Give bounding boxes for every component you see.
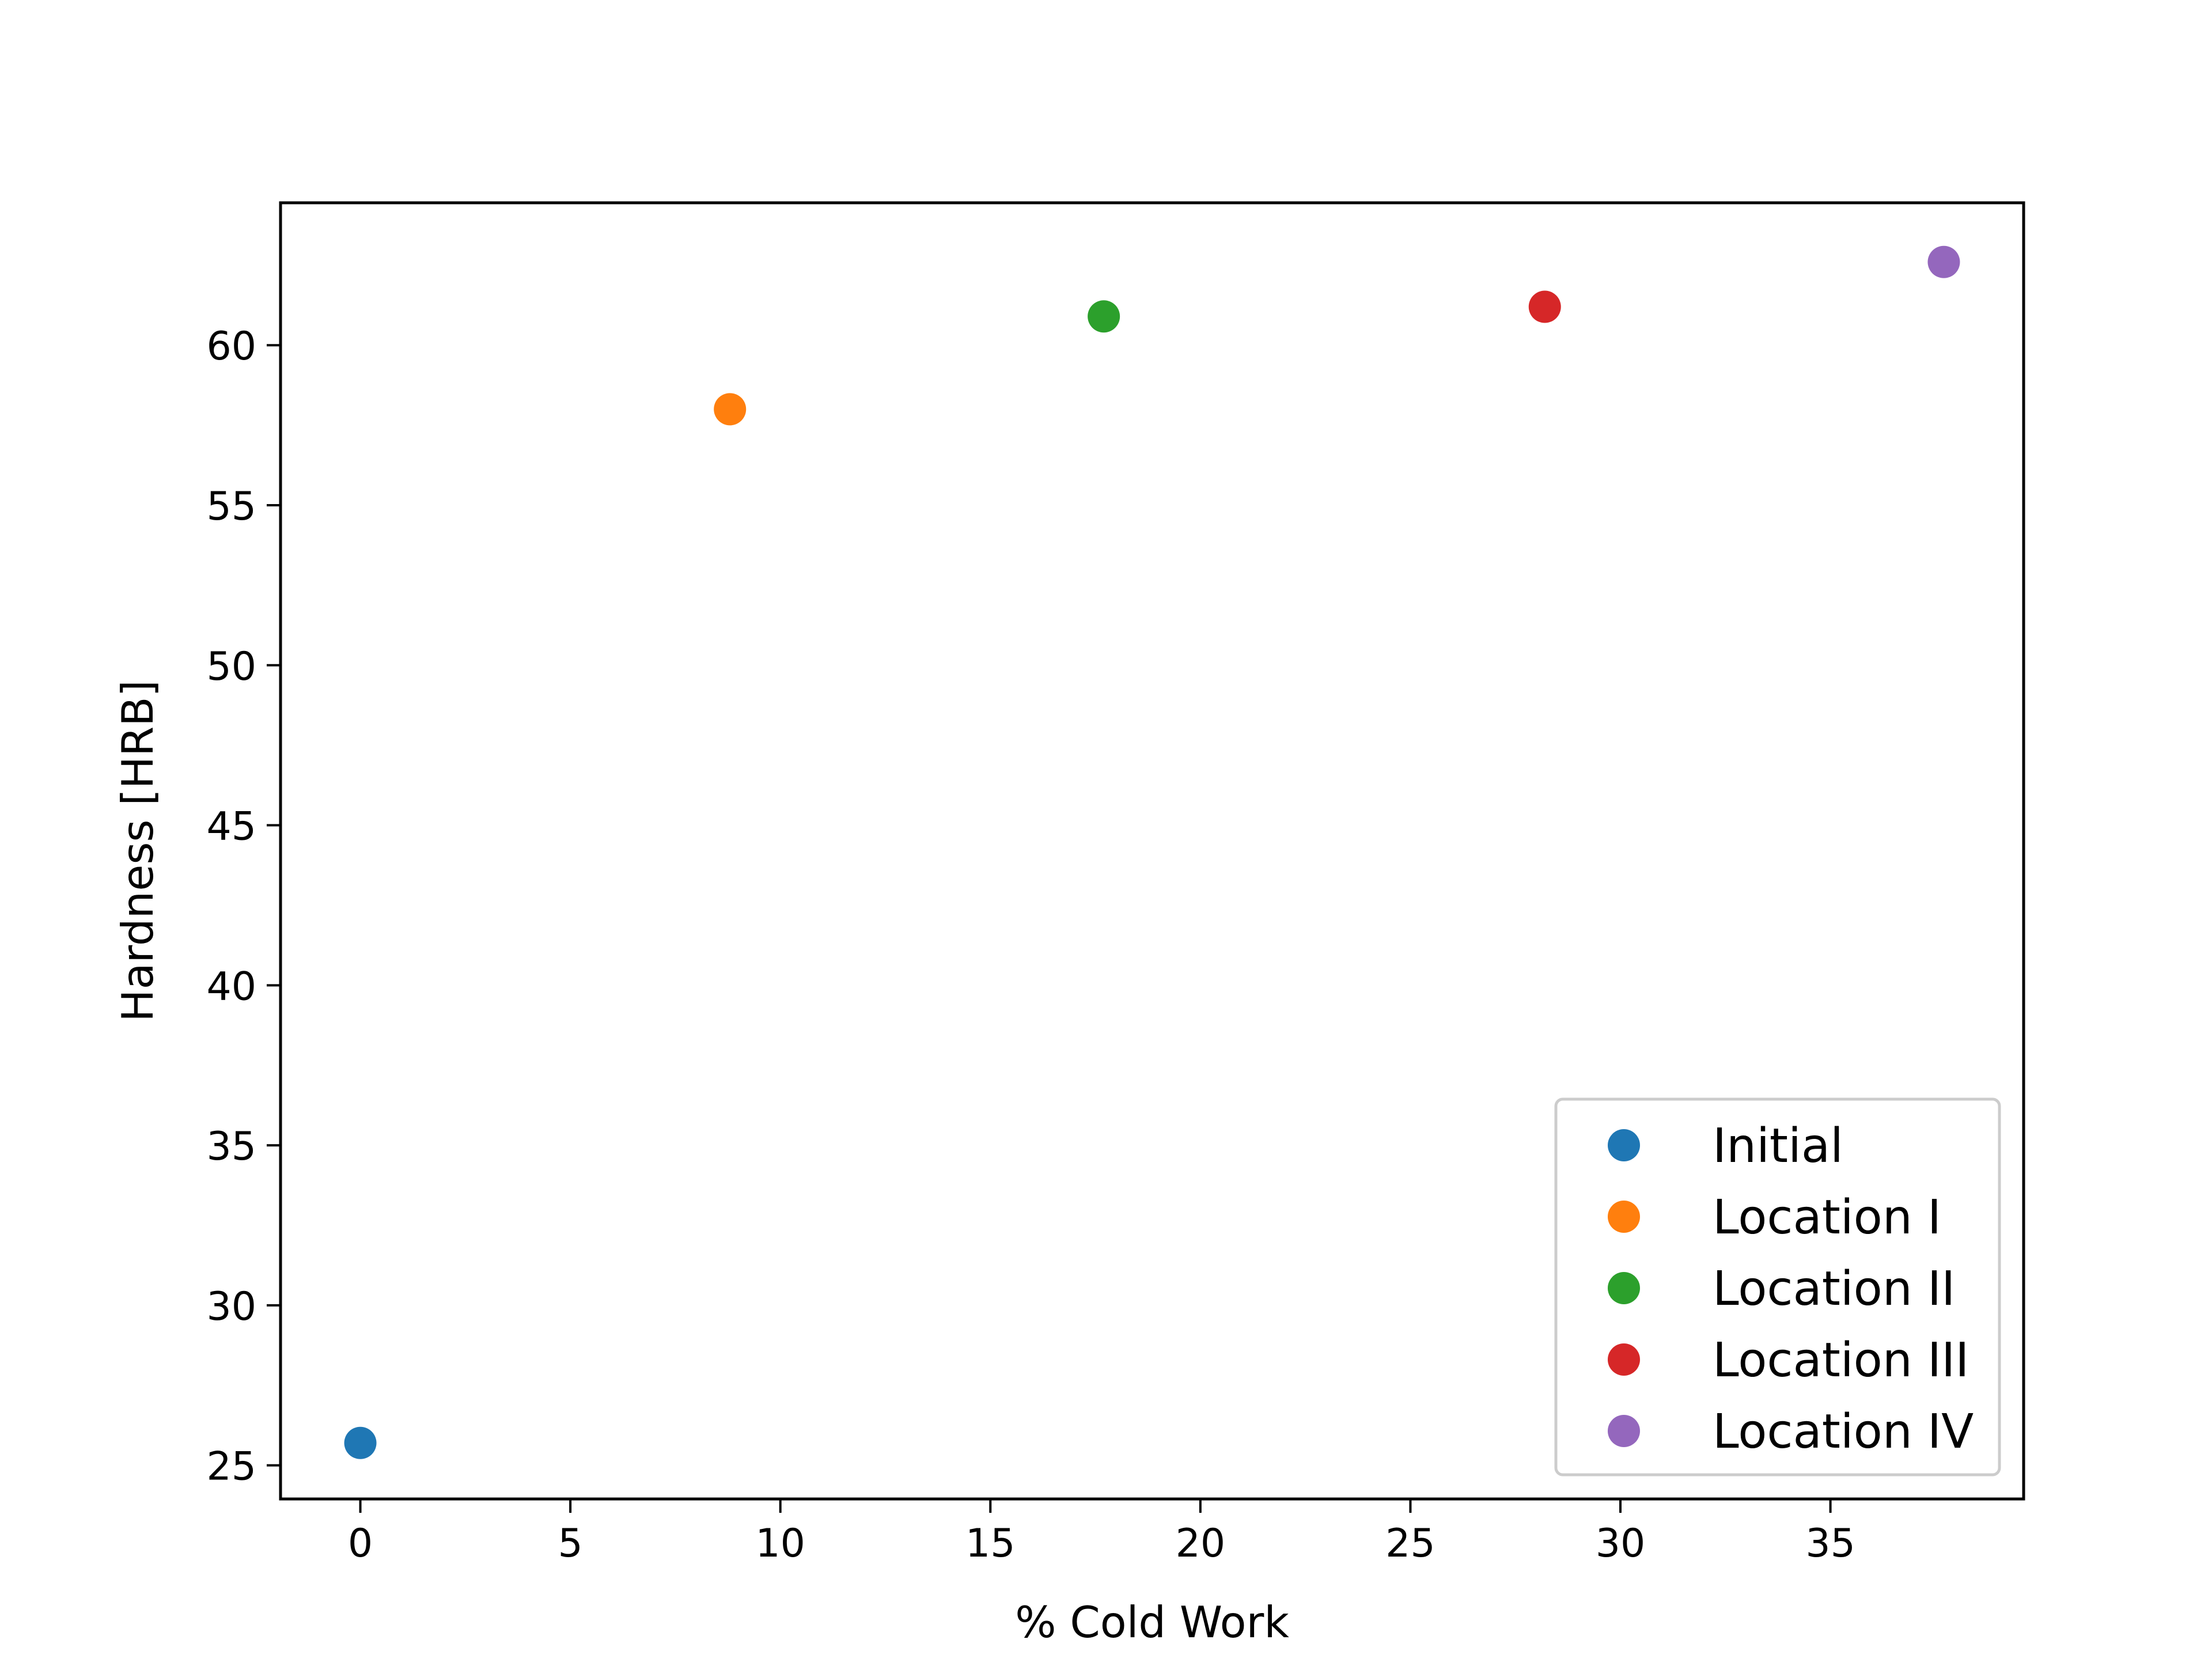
y-tick-label: 25 bbox=[206, 1444, 256, 1490]
data-points bbox=[344, 245, 1960, 1459]
y-tick-label: 35 bbox=[206, 1124, 256, 1169]
legend-marker bbox=[1608, 1272, 1640, 1304]
legend-label: Location II bbox=[1713, 1262, 1955, 1316]
legend-marker bbox=[1608, 1343, 1640, 1376]
legend-marker bbox=[1608, 1129, 1640, 1161]
data-point-3 bbox=[1088, 300, 1120, 333]
x-tick-label: 5 bbox=[558, 1521, 582, 1566]
x-tick-label: 10 bbox=[755, 1521, 805, 1566]
y-tick-label: 50 bbox=[206, 644, 256, 690]
data-point-1 bbox=[344, 1426, 377, 1459]
legend: Initial Location I Location II Location III… bbox=[1554, 1097, 2001, 1477]
data-point-4 bbox=[1528, 290, 1561, 323]
y-tick-label: 55 bbox=[206, 484, 256, 529]
legend-marker bbox=[1608, 1415, 1640, 1447]
x-tick-label: 30 bbox=[1596, 1521, 1646, 1566]
x-tick-label: 25 bbox=[1385, 1521, 1435, 1566]
legend-label: Location IV bbox=[1713, 1404, 1974, 1459]
y-axis-label: Hardness [HRB] bbox=[112, 680, 163, 1022]
y-tick-label: 30 bbox=[206, 1284, 256, 1330]
data-point-5 bbox=[1927, 245, 1960, 278]
x-tick-label: 35 bbox=[1805, 1521, 1855, 1566]
x-tick-label: 20 bbox=[1176, 1521, 1226, 1566]
y-tick-label: 40 bbox=[206, 964, 256, 1009]
plot-frame bbox=[279, 201, 2025, 1501]
legend-label: Location I bbox=[1713, 1190, 1941, 1245]
legend-label: Initial bbox=[1713, 1119, 1843, 1173]
legend-label: Location III bbox=[1713, 1333, 1969, 1388]
x-tick-label: 15 bbox=[965, 1521, 1016, 1566]
axis-ticks: 0 5 10 15 20 25 30 35 25 30 35 40 45 50 55 60 bbox=[206, 324, 1855, 1566]
y-tick-label: 45 bbox=[206, 804, 256, 850]
x-axis-label: % Cold Work bbox=[1015, 1597, 1289, 1648]
legend-box bbox=[1554, 1097, 2001, 1477]
data-point-2 bbox=[714, 393, 747, 426]
legend-marker bbox=[1608, 1201, 1640, 1233]
y-tick-label: 60 bbox=[206, 324, 256, 369]
x-tick-label: 0 bbox=[348, 1521, 373, 1566]
